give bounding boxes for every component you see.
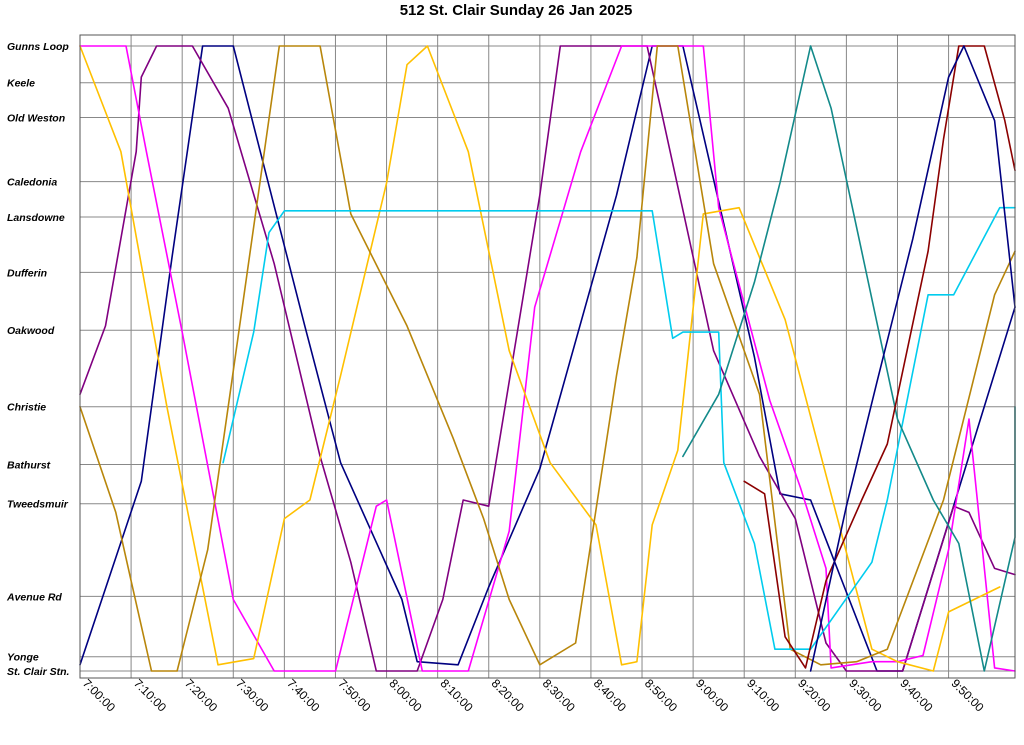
stop-label: Keele [7,78,35,90]
time-tick-label: 8:00:00 [386,676,424,714]
stop-label: Caledonia [7,177,57,189]
stop-label: Dufferin [7,267,47,279]
stop-label: Lansdowne [7,212,65,224]
series-line-run-d [79,45,1001,672]
series-line-run-h [743,45,1016,669]
stop-labels: Gunns Loop Keele Old Weston Caledonia Lansdo… [6,41,70,678]
stop-label: Gunns Loop [7,41,69,53]
series-line-run-i [809,45,1016,672]
stop-label: St. Clair Stn. [7,666,70,678]
time-tick-label: 9:00:00 [693,676,731,714]
time-labels: 7:00:00 7:10:00 7:20:00 7:30:00 7:40:00 7:50:… [80,676,987,714]
series-line-run-e [79,45,1016,672]
time-tick-label: 8:20:00 [489,676,527,714]
plot-frame [79,34,1016,679]
time-tick-label: 7:40:00 [284,676,322,714]
time-tick-label: 9:30:00 [846,676,884,714]
series-line-run-c [79,45,1016,672]
time-tick-label: 8:50:00 [642,676,680,714]
stop-label: Tweedsmuir [7,499,69,511]
time-tick-label: 9:20:00 [795,676,833,714]
time-tick-label: 8:10:00 [438,676,476,714]
series-line-run-a [79,45,1016,672]
time-tick-label: 7:30:00 [233,676,271,714]
time-tick-label: 7:00:00 [80,676,118,714]
time-tick-label: 8:40:00 [591,676,629,714]
series-layer [79,45,1016,672]
chart-title: 512 St. Clair Sunday 26 Jan 2025 [400,2,633,19]
series-line-run-f [222,206,1016,651]
vertical-gridlines [79,35,950,678]
series-line-run-g [682,45,1016,672]
stop-label: Christie [7,402,46,414]
time-tick-label: 8:30:00 [540,676,578,714]
stop-label: Yonge [7,652,39,664]
time-tick-label: 7:50:00 [335,676,373,714]
time-tick-label: 7:20:00 [182,676,220,714]
stop-label: Old Weston [7,113,65,125]
stop-label: Avenue Rd [6,591,62,603]
time-tick-label: 9:40:00 [897,676,935,714]
stop-label: Bathurst [7,460,51,472]
time-tick-label: 7:10:00 [131,676,169,714]
time-tick-label: 9:10:00 [744,676,782,714]
series-line-run-b [79,45,1016,672]
stop-label: Oakwood [7,325,55,337]
time-tick-label: 9:50:00 [948,676,986,714]
